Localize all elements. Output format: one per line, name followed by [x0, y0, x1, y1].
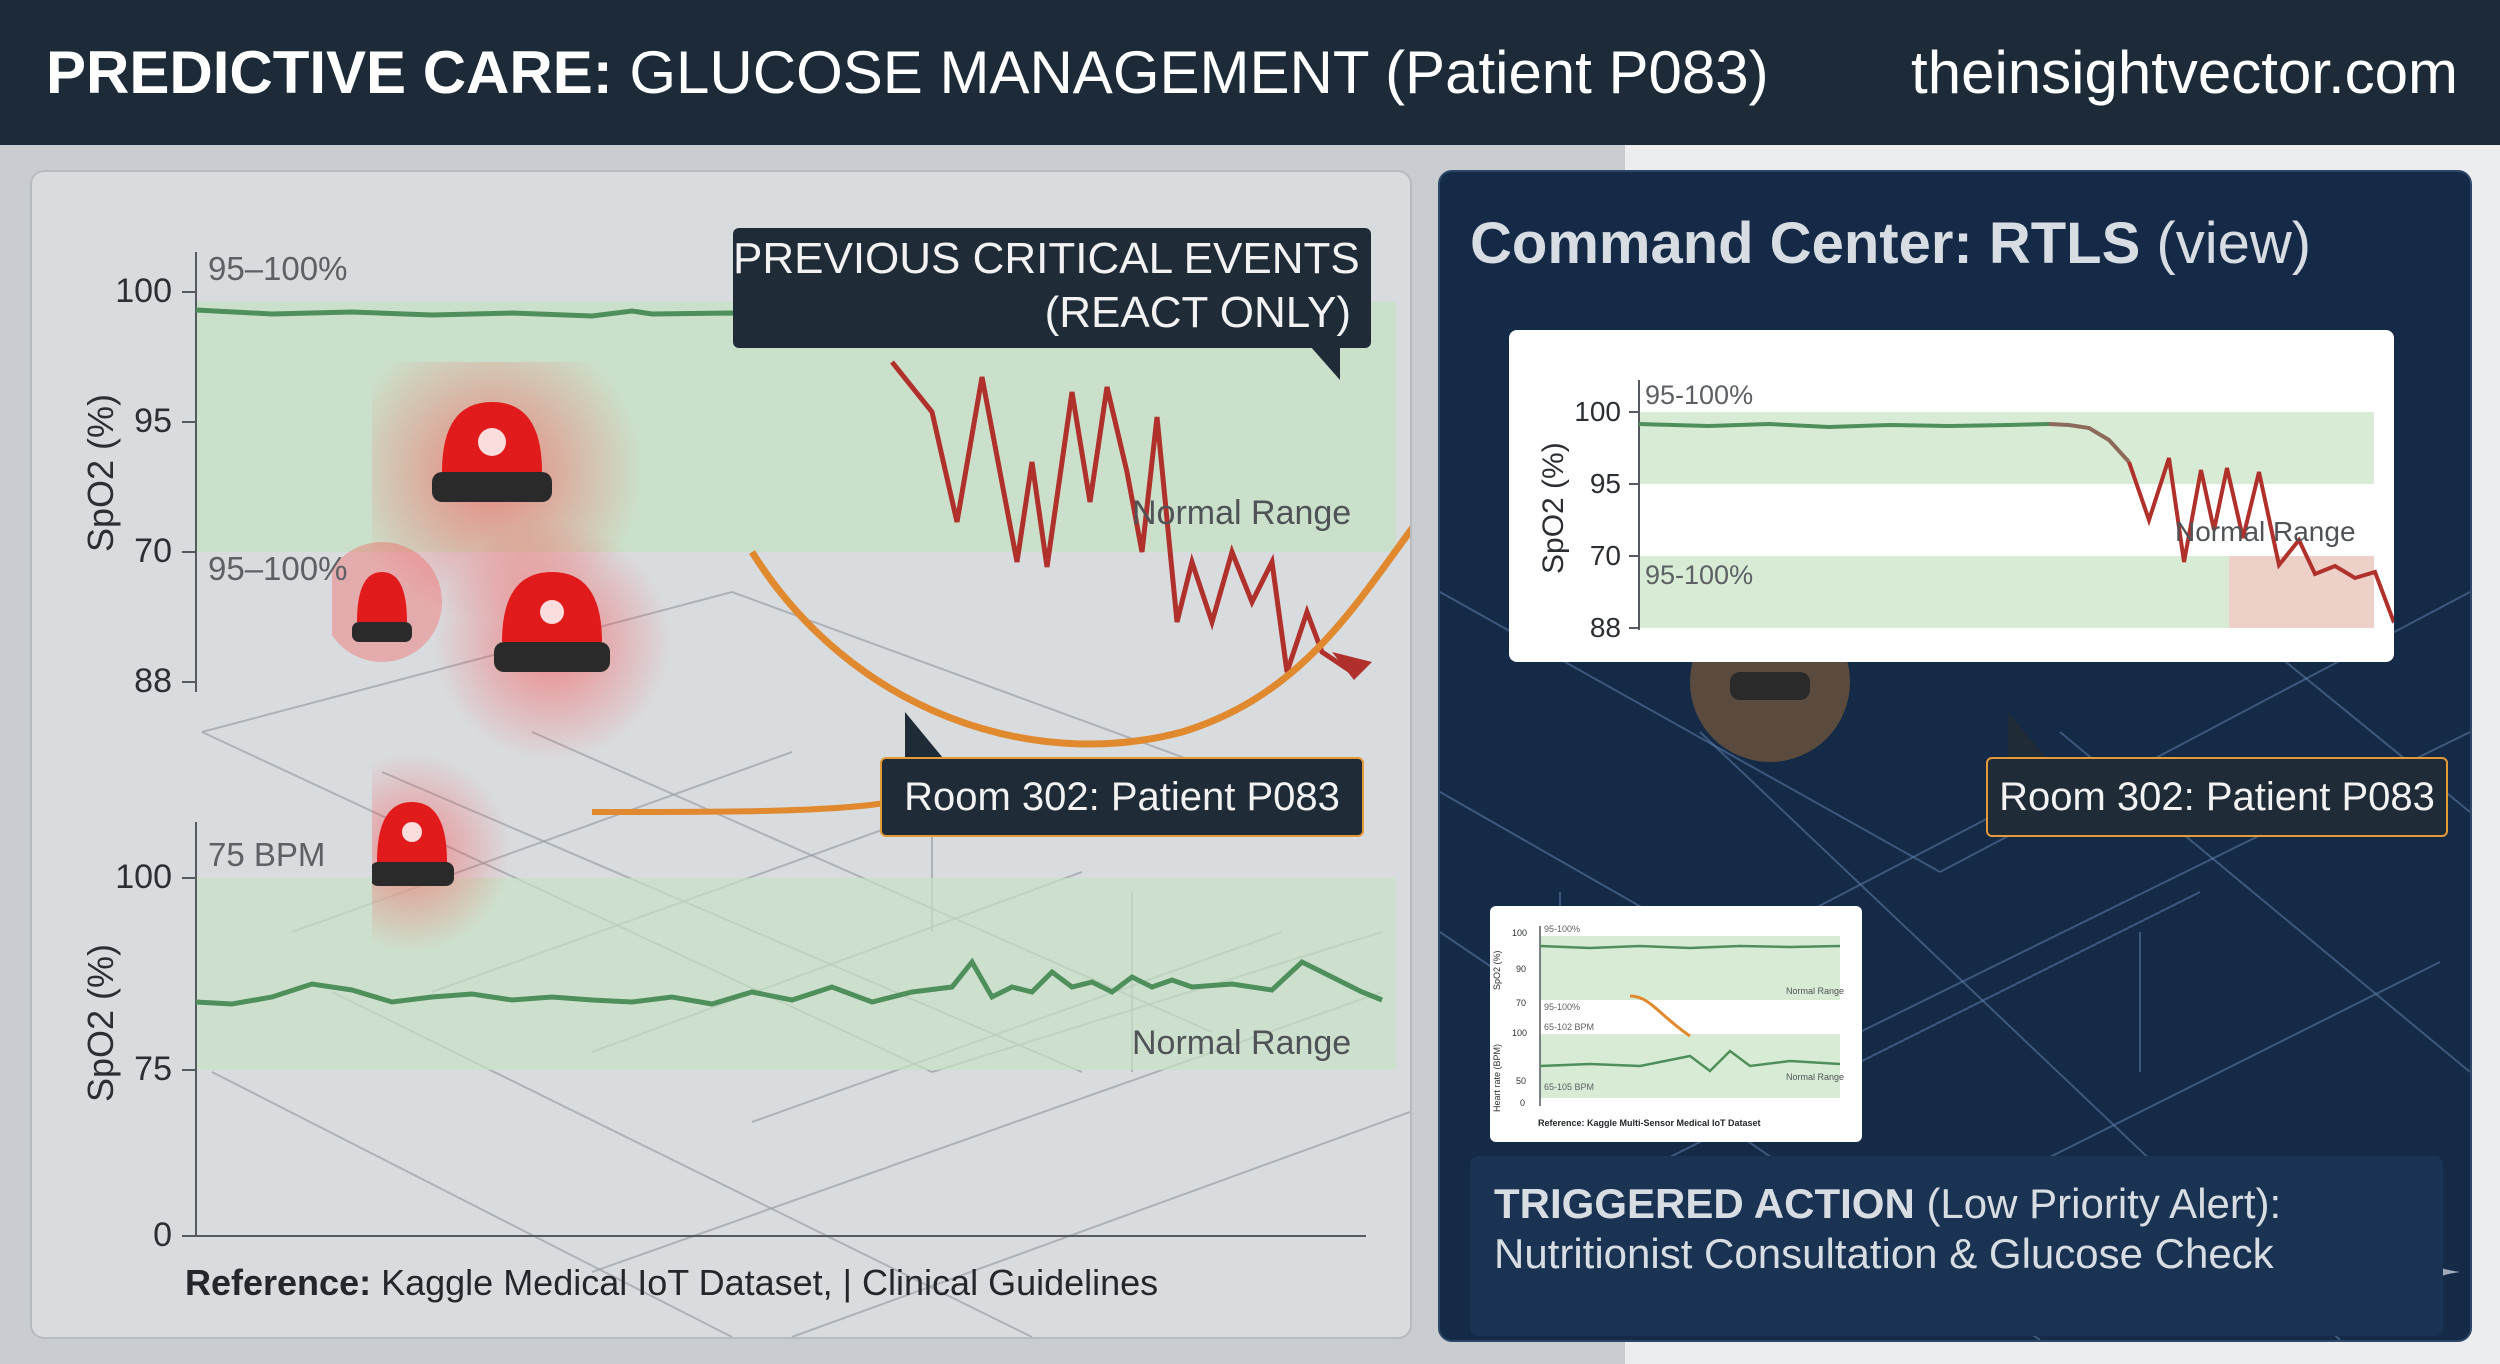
header-bar	[0, 0, 2500, 145]
normal-range-label-1: Normal Range	[1132, 494, 1352, 532]
site-name: theinsightvector.com	[1911, 39, 2458, 106]
band-label-mid: 95–100%	[208, 550, 348, 587]
critical-events-callout: PREVIOUS CRITICAL EVENTS (REACT ONLY)	[733, 228, 1371, 348]
tick-label: 0	[153, 1216, 172, 1254]
callout-pointer	[1310, 346, 1340, 380]
heart-rate-line	[195, 957, 1383, 1007]
card-tick-label: 100	[1574, 396, 1621, 427]
thumb-normal-label: Normal Range	[1786, 986, 1845, 996]
thumbnail-chart	[1539, 926, 1841, 1106]
critical-zone	[2229, 556, 2374, 628]
siren-icon	[332, 542, 442, 662]
reference-text: Reference: Kaggle Medical IoT Dataset, |…	[185, 1262, 1159, 1303]
card-band-label-mid: 95-100%	[1645, 560, 1754, 590]
thumb-band-label: 95-100%	[1544, 1002, 1581, 1012]
card-band-label-top: 95-100%	[1645, 380, 1754, 410]
siren-icon	[372, 752, 512, 952]
thumb-tick: 0	[1520, 1098, 1526, 1108]
card-tick-label: 88	[1589, 612, 1621, 643]
tick-label: 100	[115, 272, 172, 310]
band-label-bpm: 75 BPM	[208, 836, 326, 873]
thumb-band-label: 65-105 BPM	[1544, 1082, 1595, 1092]
tick-label: 70	[134, 532, 172, 570]
normal-range-label-2: Normal Range	[1132, 1024, 1352, 1062]
spo2-critical-line	[890, 360, 1354, 675]
tick-label: 100	[115, 858, 172, 896]
thumb-band-label: 95-100%	[1544, 924, 1581, 934]
thumb-tick: 100	[1512, 1028, 1528, 1038]
orange-flow-path	[749, 525, 1410, 748]
room-callout-right: Room 302: Patient P083	[1986, 757, 2448, 837]
tick-label: 75	[134, 1050, 172, 1088]
critical-arrowhead	[1332, 652, 1372, 680]
card-normal-range-label: Normal Range	[2175, 516, 2356, 547]
triggered-action-text: Nutritionist Consultation & Glucose Chec…	[1494, 1230, 2274, 1277]
thumb-tick: 70	[1516, 998, 1527, 1008]
thumb-tick: 90	[1516, 964, 1527, 974]
thumb-band-label: 65-102 BPM	[1544, 1022, 1595, 1032]
siren-icon	[432, 522, 672, 762]
thumb-y-label-1: SpO2 (%)	[1492, 950, 1502, 990]
critical-events-line1: PREVIOUS CRITICAL EVENTS	[733, 234, 1360, 283]
siren-icon	[1690, 642, 1850, 762]
card-chart	[1629, 380, 2394, 630]
critical-events-line2: (REACT ONLY)	[1044, 288, 1351, 337]
tick-label: 88	[134, 662, 172, 700]
thumb-normal-label: Normal Range	[1786, 1072, 1845, 1082]
command-center-title: Command Center: RTLS (view)	[1470, 211, 2312, 276]
triggered-action-title: TRIGGERED ACTION (Low Priority Alert):	[1494, 1180, 2282, 1227]
orange-flow-path-2	[591, 799, 893, 815]
thumb-y-label-2: Heart rate (BPM)	[1492, 1043, 1502, 1112]
triggered-action-box: TRIGGERED ACTION (Low Priority Alert): N…	[1470, 1156, 2443, 1336]
callout-pointer	[2008, 712, 2046, 758]
thumb-tick: 100	[1512, 928, 1528, 938]
room-callout-left: Room 302: Patient P083	[880, 757, 1364, 837]
siren-icons	[372, 362, 672, 952]
thumb-reference: Reference: Kaggle Multi-Sensor Medical I…	[1538, 1118, 1761, 1128]
band-label-top: 95–100%	[208, 250, 348, 287]
card-spo2-transition-line	[2048, 422, 2131, 464]
page-title: PREDICTIVE CARE: GLUCOSE MANAGEMENT (Pat…	[46, 39, 1769, 106]
card-tick-label: 95	[1589, 468, 1621, 499]
tick-label: 95	[134, 402, 172, 440]
thumbnail-chart-card: SpO2 (%) Heart rate (BPM) 100 90 70 100 …	[1490, 906, 1862, 1142]
callout-pointer	[905, 712, 943, 758]
card-spo2-normal-line	[1638, 421, 2050, 430]
card-spo2-critical-line	[2127, 457, 2394, 624]
thumb-tick: 50	[1516, 1076, 1527, 1086]
card-tick-label: 70	[1589, 540, 1621, 571]
glucose-chart-card: SpO2 (%) 100 95 70 88 95-100% 95-100% No…	[1509, 330, 2394, 662]
